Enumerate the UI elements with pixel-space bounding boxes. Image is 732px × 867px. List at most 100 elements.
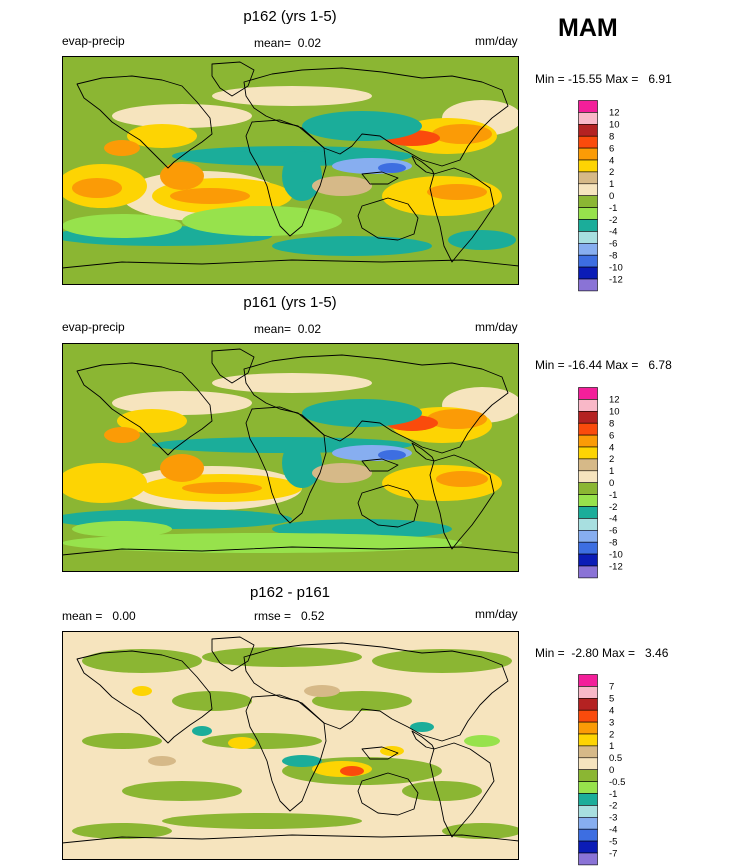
colorbar-tick-label: -12 <box>609 274 623 285</box>
colorbar-tick-label: 2 <box>609 454 614 465</box>
colorbar-swatch <box>578 147 598 161</box>
colorbar-tick-label: 12 <box>609 395 620 406</box>
coastline <box>245 694 327 812</box>
contour-region <box>340 766 364 776</box>
map-frame <box>62 56 519 285</box>
colorbar-tick-label: -1 <box>609 203 617 214</box>
coastline <box>361 171 399 185</box>
colorbar-tick-label: -4 <box>609 514 617 525</box>
units-label: mm/day <box>475 320 518 334</box>
rmse-label: rmse = 0.52 <box>254 609 325 623</box>
coastline <box>429 742 495 838</box>
colorbar-swatch <box>578 805 598 818</box>
contour-region <box>127 124 197 148</box>
contour-region <box>312 176 372 196</box>
contour-region <box>82 649 202 673</box>
colorbar-swatch <box>578 565 598 579</box>
colorbar-tick-label: 8 <box>609 419 614 430</box>
mean-label: mean = 0.00 <box>62 609 136 623</box>
colorbar-swatch <box>578 195 598 208</box>
contour-region <box>182 206 342 236</box>
colorbar-tick-label: 4 <box>609 155 614 166</box>
coastline <box>411 730 435 750</box>
world-map <box>61 631 522 861</box>
contour-region <box>448 230 516 250</box>
coastline <box>76 650 213 744</box>
contour-region <box>464 735 500 747</box>
colorbar-swatch <box>578 518 598 531</box>
coastline <box>429 167 495 263</box>
colorbar-tick-label: 6 <box>609 430 614 441</box>
colorbar-swatch <box>578 387 598 400</box>
colorbar: 12 10 8 6 4 2 1 0 -1 -2 -4 -6 -8 -10 -12 <box>578 100 638 293</box>
colorbar-tick-label: 1 <box>609 741 614 752</box>
contour-region <box>192 726 212 736</box>
contour-region <box>427 409 487 429</box>
world-map <box>52 343 522 573</box>
contour-region <box>182 482 262 494</box>
world-map <box>52 56 522 286</box>
contour-region <box>302 399 422 427</box>
coastline <box>76 75 213 169</box>
contour-region <box>160 454 204 482</box>
colorbar-swatch <box>578 769 598 782</box>
contour-region <box>282 151 322 201</box>
coastline <box>211 61 255 97</box>
coastline <box>76 362 213 456</box>
contour-region <box>372 649 512 673</box>
contour-region <box>72 178 122 198</box>
colorbar-tick-label: 10 <box>609 120 620 131</box>
colorbar-tick-label: 4 <box>609 706 614 717</box>
colorbar-swatch <box>578 697 598 711</box>
coastline <box>357 197 419 241</box>
contour-region <box>172 691 252 711</box>
contour-region <box>112 391 252 415</box>
contour-region <box>228 737 256 749</box>
units-label: mm/day <box>475 34 518 48</box>
contour-region <box>272 236 432 256</box>
contour-region <box>57 463 147 503</box>
colorbar-swatch <box>578 434 598 448</box>
contour-region <box>378 450 406 460</box>
minmax-label: Min = -16.44 Max = 6.78 <box>535 358 672 372</box>
colorbar-tick-label: -2 <box>609 502 617 513</box>
contour-region <box>282 755 322 767</box>
colorbar-tick-label: 0.5 <box>609 753 622 764</box>
panel-title: p161 (yrs 1-5) <box>243 294 337 311</box>
colorbar-tick-label: 0 <box>609 478 614 489</box>
colorbar-tick-label: 2 <box>609 167 614 178</box>
colorbar-swatch <box>578 852 598 866</box>
colorbar-tick-label: -0.5 <box>609 777 625 788</box>
coastline <box>361 746 399 760</box>
coastline <box>411 155 435 175</box>
colorbar-swatch <box>578 721 598 735</box>
colorbar-swatch <box>578 553 598 567</box>
colorbar-swatch <box>578 231 598 244</box>
coastline <box>361 458 399 472</box>
colorbar-swatch <box>578 840 598 854</box>
colorbar-tick-label: -4 <box>609 825 617 836</box>
contour-region <box>302 111 422 141</box>
colorbar-tick-label: -10 <box>609 549 623 560</box>
colorbar-tick-label: 0 <box>609 191 614 202</box>
colorbar-swatch <box>578 243 598 256</box>
contour-region <box>202 733 322 749</box>
contour-region <box>312 691 412 711</box>
colorbar-tick-label: -1 <box>609 490 617 501</box>
contour-region <box>402 781 482 801</box>
colorbar-swatch <box>578 828 598 842</box>
colorbar-tick-label: -8 <box>609 538 617 549</box>
contour-region <box>62 533 462 553</box>
colorbar-swatch <box>578 135 598 149</box>
colorbar-swatch <box>578 686 598 699</box>
colorbar-swatch <box>578 112 598 125</box>
colorbar: 7 5 4 3 2 1 0.5 0 -0.5 -1 -2 -3 -4 -5 -7 <box>578 674 638 867</box>
colorbar-tick-label: 5 <box>609 694 614 705</box>
mean-label: mean= 0.02 <box>254 322 322 336</box>
colorbar-tick-label: 0 <box>609 765 614 776</box>
colorbar-tick-label: 2 <box>609 729 614 740</box>
contour-region <box>160 162 204 190</box>
colorbar-tick-label: -5 <box>609 836 617 847</box>
season-title: MAM <box>558 14 618 42</box>
coastline <box>429 454 495 550</box>
